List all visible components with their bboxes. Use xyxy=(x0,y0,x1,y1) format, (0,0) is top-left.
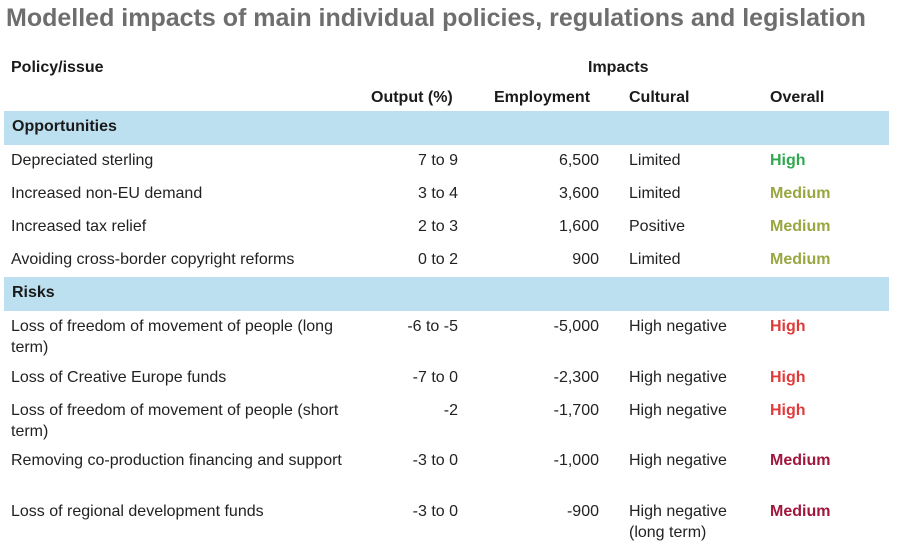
employment-cell: 1,600 xyxy=(558,218,599,235)
policy-cell: Loss of freedom of movement of people (l… xyxy=(11,318,333,356)
employment-cell: 3,600 xyxy=(558,185,599,202)
cultural-cell: Positive xyxy=(629,218,686,235)
employment-cell: -5,000 xyxy=(553,318,599,335)
output-cell: 2 to 3 xyxy=(417,218,458,235)
overall-rating: Medium xyxy=(770,251,831,268)
employment-cell: -2,300 xyxy=(553,369,599,386)
overall-rating: Medium xyxy=(770,185,831,202)
policy-cell: Removing co-production financing and sup… xyxy=(11,452,342,469)
section-label: Risks xyxy=(12,284,55,301)
header-policy: Policy/issue xyxy=(11,59,104,76)
output-cell: -3 to 0 xyxy=(412,503,458,520)
overall-rating: Medium xyxy=(770,218,831,235)
chart-title: Modelled impacts of main individual poli… xyxy=(6,4,866,32)
policy-cell: Increased non-EU demand xyxy=(11,185,203,202)
policy-cell: Loss of Creative Europe funds xyxy=(11,369,227,386)
policy-cell: Depreciated sterling xyxy=(11,152,154,169)
overall-rating: High xyxy=(770,152,806,169)
cultural-cell: High negative xyxy=(629,452,727,469)
overall-rating: Medium xyxy=(770,452,831,469)
employment-cell: -1,000 xyxy=(553,452,599,469)
header-cultural: Cultural xyxy=(629,89,690,106)
policy-cell: Avoiding cross-border copyright reforms xyxy=(11,251,295,268)
header-overall: Overall xyxy=(770,89,825,106)
output-cell: -7 to 0 xyxy=(412,369,458,386)
output-cell: 7 to 9 xyxy=(417,152,458,169)
policy-cell: Loss of regional development funds xyxy=(11,503,264,520)
employment-cell: 900 xyxy=(572,251,599,268)
employment-cell: -1,700 xyxy=(553,402,599,419)
header-impacts: Impacts xyxy=(588,59,649,76)
policy-cell: Loss of freedom of movement of people (s… xyxy=(11,402,339,440)
output-cell: -3 to 0 xyxy=(412,452,458,469)
section-label: Opportunities xyxy=(12,118,117,135)
cultural-cell: High negative xyxy=(629,369,727,386)
header-employment: Employment xyxy=(494,89,591,106)
cultural-cell: High negative xyxy=(629,402,727,419)
overall-rating: High xyxy=(770,369,806,386)
cultural-cell: High negative (long term) xyxy=(629,503,727,541)
cultural-cell: Limited xyxy=(629,185,681,202)
overall-rating: High xyxy=(770,318,806,335)
output-cell: -6 to -5 xyxy=(407,318,458,335)
section-band-risks: Risks xyxy=(4,277,889,311)
cultural-cell: Limited xyxy=(629,152,681,169)
cultural-cell: High negative xyxy=(629,318,727,335)
output-cell: 3 to 4 xyxy=(417,185,458,202)
cultural-cell: Limited xyxy=(629,251,681,268)
output-cell: 0 to 2 xyxy=(417,251,458,268)
header-output: Output (%) xyxy=(371,89,453,106)
section-band-opportunities: Opportunities xyxy=(4,111,889,145)
output-cell: -2 xyxy=(443,402,458,419)
overall-rating: Medium xyxy=(770,503,831,520)
overall-rating: High xyxy=(770,402,806,419)
policy-cell: Increased tax relief xyxy=(11,218,147,235)
employment-cell: 6,500 xyxy=(558,152,599,169)
employment-cell: -900 xyxy=(566,503,599,520)
